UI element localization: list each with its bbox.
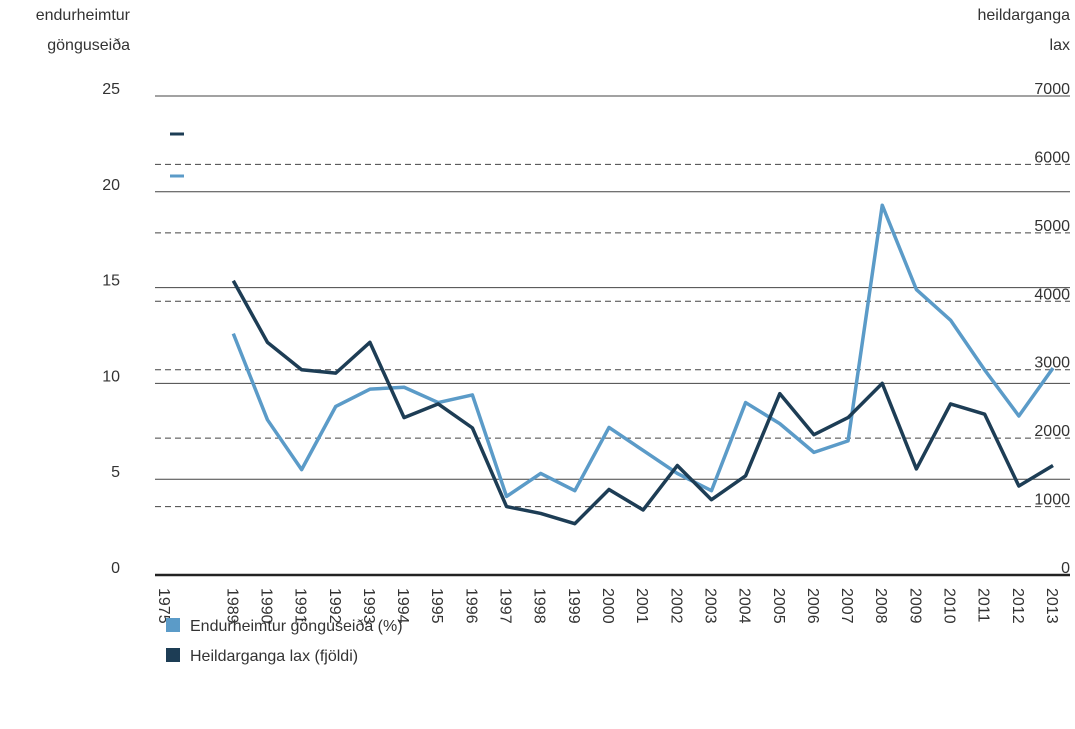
series-line bbox=[231, 203, 1055, 499]
x-tick-label: 1997 bbox=[497, 588, 514, 624]
y2-tick-label: 0 bbox=[1061, 560, 1070, 577]
legend-label: Endurheimtur gönguseiða (%) bbox=[190, 618, 403, 635]
y2-tick-label: 3000 bbox=[1034, 355, 1070, 372]
x-tick-label: 2005 bbox=[770, 588, 787, 624]
legend-swatch bbox=[166, 648, 180, 662]
x-tick-label: 2006 bbox=[804, 588, 821, 624]
x-tick-label: 2011 bbox=[975, 588, 992, 623]
y-axis-label: endurheimtur bbox=[36, 7, 131, 24]
legend-label: Heildarganga lax (fjöldi) bbox=[190, 648, 358, 665]
x-tick-label: 1992 bbox=[326, 588, 343, 624]
series-line bbox=[231, 279, 1054, 526]
x-tick-label: 1998 bbox=[531, 588, 548, 624]
x-tick-label: 1975 bbox=[155, 588, 172, 624]
x-tick-label: 1990 bbox=[257, 588, 274, 624]
y-axis-label: gönguseiða bbox=[47, 37, 130, 54]
y-tick-label: 10 bbox=[102, 368, 120, 385]
y-tick-label: 15 bbox=[102, 273, 120, 290]
legend-swatch bbox=[166, 618, 180, 632]
y2-axis-label: heildarganga bbox=[977, 7, 1070, 24]
x-tick-label: 1999 bbox=[565, 588, 582, 624]
y-tick-label: 20 bbox=[102, 177, 120, 194]
x-tick-label: 2003 bbox=[701, 588, 718, 624]
x-tick-label: 2012 bbox=[1009, 588, 1026, 624]
x-tick-label: 1996 bbox=[462, 588, 479, 624]
x-tick-label: 1994 bbox=[394, 588, 411, 624]
y2-tick-label: 2000 bbox=[1034, 423, 1070, 440]
y2-axis-label: lax bbox=[1050, 37, 1070, 54]
y-tick-label: 0 bbox=[111, 560, 120, 577]
x-tick-label: 1991 bbox=[292, 588, 309, 624]
y2-tick-label: 4000 bbox=[1034, 286, 1070, 303]
x-tick-label: 2001 bbox=[633, 588, 650, 624]
y2-tick-label: 6000 bbox=[1034, 149, 1070, 166]
x-tick-label: 2009 bbox=[906, 588, 923, 624]
x-tick-label: 1989 bbox=[223, 588, 240, 624]
x-tick-label: 2004 bbox=[736, 588, 753, 624]
y2-tick-label: 5000 bbox=[1034, 218, 1070, 235]
x-tick-label: 1995 bbox=[428, 588, 445, 624]
x-tick-label: 2008 bbox=[872, 588, 889, 624]
y2-tick-label: 7000 bbox=[1034, 81, 1070, 98]
x-tick-label: 2002 bbox=[667, 588, 684, 624]
y2-tick-label: 1000 bbox=[1034, 492, 1070, 509]
x-tick-label: 2007 bbox=[838, 588, 855, 624]
y-tick-label: 5 bbox=[111, 464, 120, 481]
x-tick-label: 2000 bbox=[599, 588, 616, 624]
x-tick-label: 1993 bbox=[360, 588, 377, 624]
x-tick-label: 2010 bbox=[941, 588, 958, 624]
y-tick-label: 25 bbox=[102, 81, 120, 98]
x-tick-label: 2013 bbox=[1043, 588, 1060, 624]
